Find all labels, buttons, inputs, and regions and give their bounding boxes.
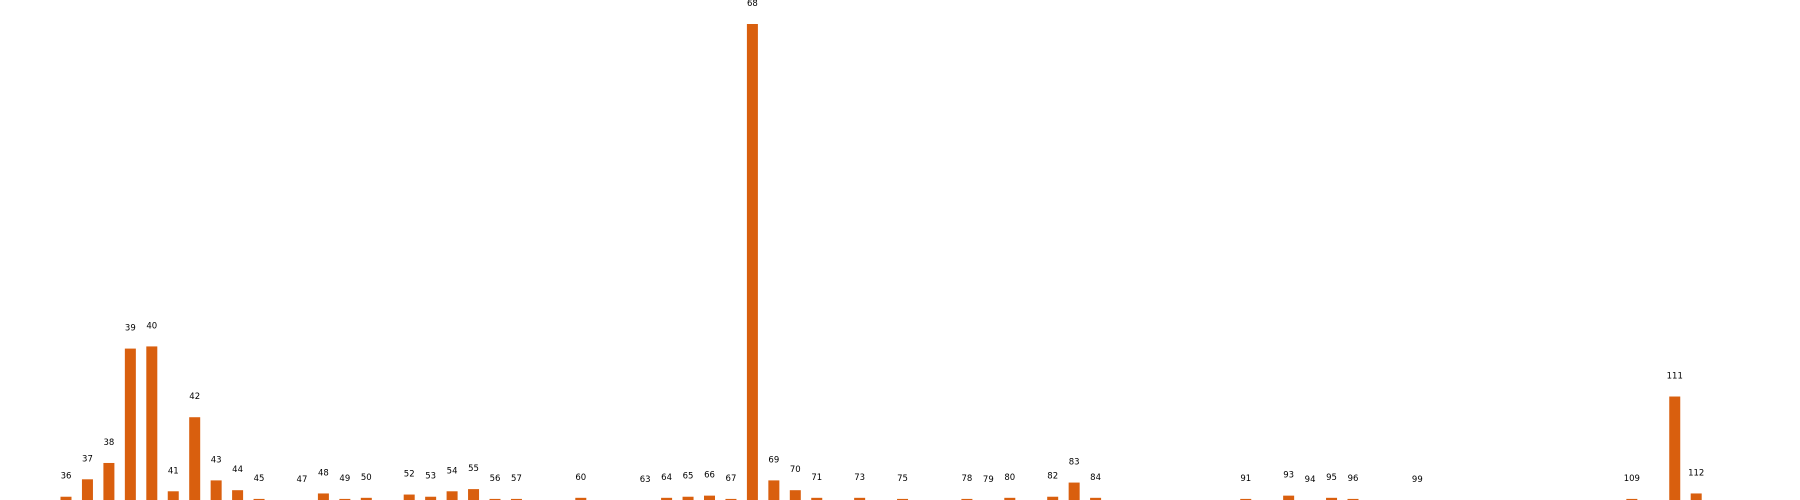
bar-68: [746, 24, 758, 500]
bar-84: [1090, 497, 1102, 500]
bar-109: [1626, 498, 1638, 500]
bar-67: [725, 498, 737, 500]
bar-label-68: 68: [747, 0, 758, 9]
bar-label-65: 65: [683, 472, 694, 482]
bar-label-38: 38: [103, 438, 114, 448]
bar-label-93: 93: [1283, 471, 1294, 481]
bar-label-96: 96: [1348, 474, 1359, 484]
bar-label-39: 39: [125, 324, 136, 334]
bar-label-66: 66: [704, 471, 715, 481]
bar-label-95: 95: [1326, 473, 1337, 483]
bar-label-44: 44: [232, 465, 243, 475]
bar-label-64: 64: [661, 473, 672, 483]
bar-45: [253, 498, 265, 500]
bar-57: [510, 498, 522, 500]
bar-40: [146, 346, 158, 500]
bar-64: [661, 497, 673, 500]
bar-label-60: 60: [575, 473, 586, 483]
bar-label-99: 99: [1412, 475, 1423, 485]
bar-label-71: 71: [811, 473, 822, 483]
bar-label-36: 36: [61, 472, 72, 482]
bar-label-80: 80: [1004, 473, 1015, 483]
bar-95: [1326, 497, 1338, 500]
bar-label-82: 82: [1047, 472, 1058, 482]
bar-label-40: 40: [146, 321, 157, 331]
bar-label-67: 67: [726, 474, 737, 484]
bar-71: [811, 497, 823, 500]
bar-label-54: 54: [447, 466, 458, 476]
bar-label-37: 37: [82, 454, 93, 464]
bar-112: [1690, 493, 1702, 500]
bar-96: [1347, 498, 1359, 500]
bar-70: [789, 490, 801, 500]
bar-label-63: 63: [640, 475, 651, 485]
bar-label-48: 48: [318, 468, 329, 478]
bar-36: [60, 496, 72, 500]
bar-44: [232, 490, 244, 500]
bar-label-47: 47: [297, 475, 308, 485]
bar-73: [854, 497, 866, 500]
bar-label-79: 79: [983, 475, 994, 485]
bar-label-42: 42: [189, 392, 200, 402]
bar-48: [317, 493, 329, 500]
bar-label-91: 91: [1240, 474, 1251, 484]
bar-49: [339, 498, 351, 500]
bar-label-109: 109: [1624, 474, 1640, 484]
bar-69: [768, 480, 780, 500]
bar-42: [189, 417, 201, 500]
bar-label-55: 55: [468, 464, 479, 474]
bar-label-70: 70: [790, 465, 801, 475]
bar-label-112: 112: [1688, 468, 1704, 478]
bar-label-75: 75: [897, 474, 908, 484]
bar-label-43: 43: [211, 455, 222, 465]
bar-43: [210, 480, 222, 500]
bar-82: [1047, 496, 1059, 500]
bar-52: [403, 494, 415, 500]
bar-60: [575, 497, 587, 500]
bar-39: [124, 348, 136, 500]
bar-label-69: 69: [768, 455, 779, 465]
bar-111: [1669, 396, 1681, 500]
bar-label-41: 41: [168, 466, 179, 476]
bar-75: [897, 498, 909, 500]
bar-54: [446, 491, 458, 500]
bar-50: [360, 497, 372, 500]
bar-65: [682, 496, 694, 500]
bar-label-83: 83: [1069, 458, 1080, 468]
bar-label-52: 52: [404, 470, 415, 480]
bar-80: [1004, 497, 1016, 500]
bar-38: [103, 462, 115, 500]
bar-label-73: 73: [854, 473, 865, 483]
bar-83: [1068, 482, 1080, 500]
bar-label-56: 56: [490, 474, 501, 484]
bar-label-50: 50: [361, 473, 372, 483]
bar-53: [425, 496, 437, 500]
bar-label-49: 49: [339, 474, 350, 484]
bar-66: [704, 495, 715, 500]
bar-label-111: 111: [1667, 372, 1683, 382]
bar-label-78: 78: [961, 474, 972, 484]
bar-label-94: 94: [1305, 475, 1316, 485]
bar-55: [468, 489, 480, 500]
bar-91: [1240, 498, 1252, 500]
bar-label-57: 57: [511, 474, 522, 484]
bar-78: [961, 498, 973, 500]
bar-label-84: 84: [1090, 473, 1101, 483]
bar-label-45: 45: [254, 474, 265, 484]
bar-93: [1283, 495, 1295, 500]
bar-label-53: 53: [425, 472, 436, 482]
bar-37: [81, 479, 93, 500]
bar-41: [167, 491, 179, 500]
bar-56: [489, 498, 501, 500]
